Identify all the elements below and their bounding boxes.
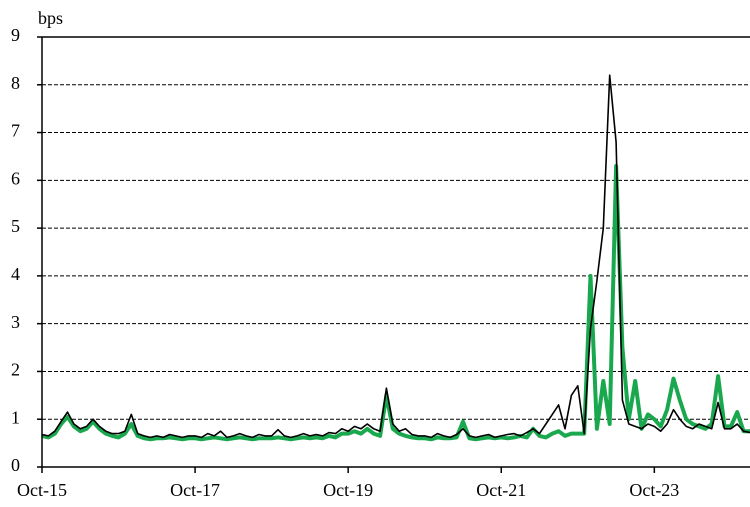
y-tick-label: 6 (11, 168, 20, 188)
y-tick-label: 8 (11, 73, 20, 93)
y-tick-label: 5 (11, 216, 20, 236)
series-line (41, 74, 750, 439)
y-unit-label: bps (38, 8, 63, 28)
y-tick-label: 0 (11, 455, 20, 475)
x-tick-label: Oct-21 (476, 480, 526, 500)
y-tick-label: 7 (11, 121, 20, 141)
x-tick-label: Oct-19 (323, 480, 373, 500)
x-tick-label: Oct-23 (629, 480, 679, 500)
y-tick-label: 9 (11, 25, 20, 45)
x-tick-label: Oct-15 (17, 480, 67, 500)
y-tick-label: 4 (11, 264, 20, 284)
y-tick-label: 1 (11, 407, 20, 427)
x-tick-label: Oct-17 (170, 480, 220, 500)
y-tick-label: 3 (11, 312, 20, 332)
series-line (41, 164, 750, 442)
y-tick-label: 2 (11, 360, 20, 380)
